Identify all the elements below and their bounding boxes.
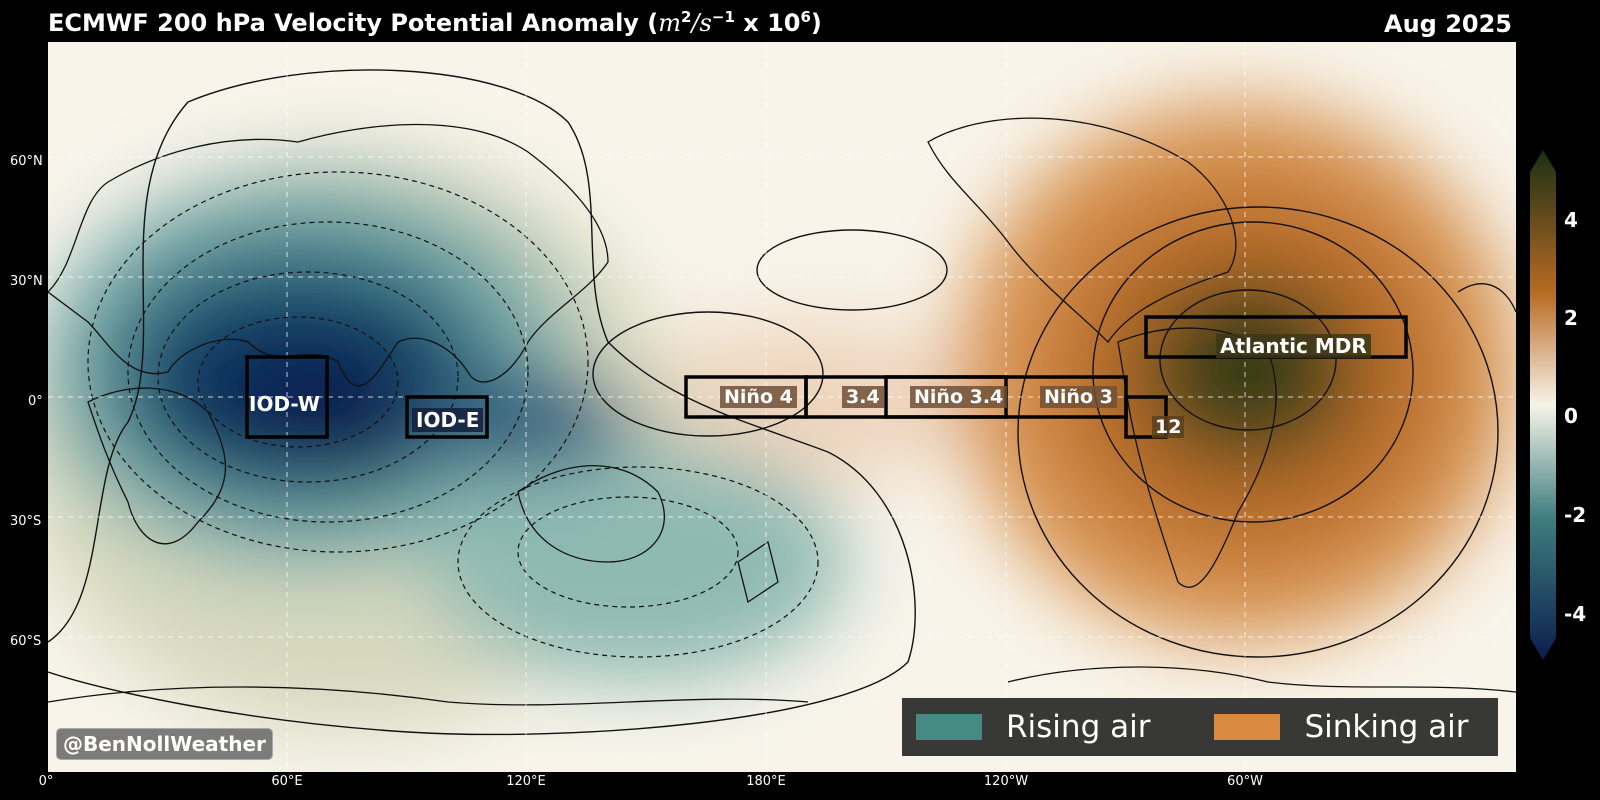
author-credit: @BenNollWeather bbox=[56, 728, 273, 760]
iod-w-box bbox=[245, 355, 329, 439]
lon-label-120e: 120°E bbox=[506, 774, 546, 789]
colorbar-tick-neg2: -2 bbox=[1564, 503, 1587, 527]
label-nino34: Niño 3.4 bbox=[910, 386, 1008, 408]
contour-lines bbox=[48, 69, 1499, 736]
sinking-air-label: Sinking air bbox=[1304, 709, 1469, 745]
label-nino3: Niño 3 bbox=[1040, 386, 1117, 408]
lon-label-60e: 60°E bbox=[271, 774, 303, 789]
coastlines bbox=[48, 117, 1516, 706]
label-nino12: 12 bbox=[1152, 416, 1185, 438]
lat-label-60n: 60°N bbox=[10, 154, 43, 169]
label-nino4: Niño 4 bbox=[720, 386, 797, 408]
label-iod-e: IOD-E bbox=[412, 408, 484, 432]
colorbar-ramp bbox=[1530, 150, 1556, 660]
lon-label-120w: 120°W bbox=[983, 774, 1029, 789]
lat-label-60s: 60°S bbox=[10, 634, 42, 649]
lat-label-30s: 30°S bbox=[10, 514, 42, 529]
lat-label-eq: 0° bbox=[28, 394, 43, 409]
colorbar-tick-0: 0 bbox=[1564, 404, 1578, 428]
colorbar-tick-neg4: -4 bbox=[1564, 602, 1587, 626]
legend: Rising air Sinking air bbox=[902, 698, 1498, 756]
lon-label-60w: 60°W bbox=[1227, 774, 1263, 789]
velocity-potential-map bbox=[48, 42, 1516, 772]
colorbar-tick-4: 4 bbox=[1564, 208, 1578, 232]
label-iod-w: IOD-W bbox=[249, 392, 320, 416]
iod-e-box bbox=[405, 395, 489, 439]
label-atlantic-mdr: Atlantic MDR bbox=[1216, 334, 1371, 358]
negative-contours bbox=[87, 171, 819, 658]
sinking-air-swatch bbox=[1214, 714, 1281, 740]
map-date: Aug 2025 bbox=[1384, 10, 1512, 38]
colorbar bbox=[1530, 150, 1556, 660]
map-title: ECMWF 200 hPa Velocity Potential Anomaly… bbox=[48, 8, 822, 37]
lat-label-30n: 30°N bbox=[10, 274, 43, 289]
lon-label-180e: 180°E bbox=[746, 774, 786, 789]
label-3-4: 3.4 bbox=[842, 386, 884, 408]
lon-label-0: 0° bbox=[38, 774, 54, 789]
rising-air-label: Rising air bbox=[1006, 709, 1151, 745]
colorbar-tick-2: 2 bbox=[1564, 306, 1578, 330]
rising-air-swatch bbox=[916, 714, 982, 740]
